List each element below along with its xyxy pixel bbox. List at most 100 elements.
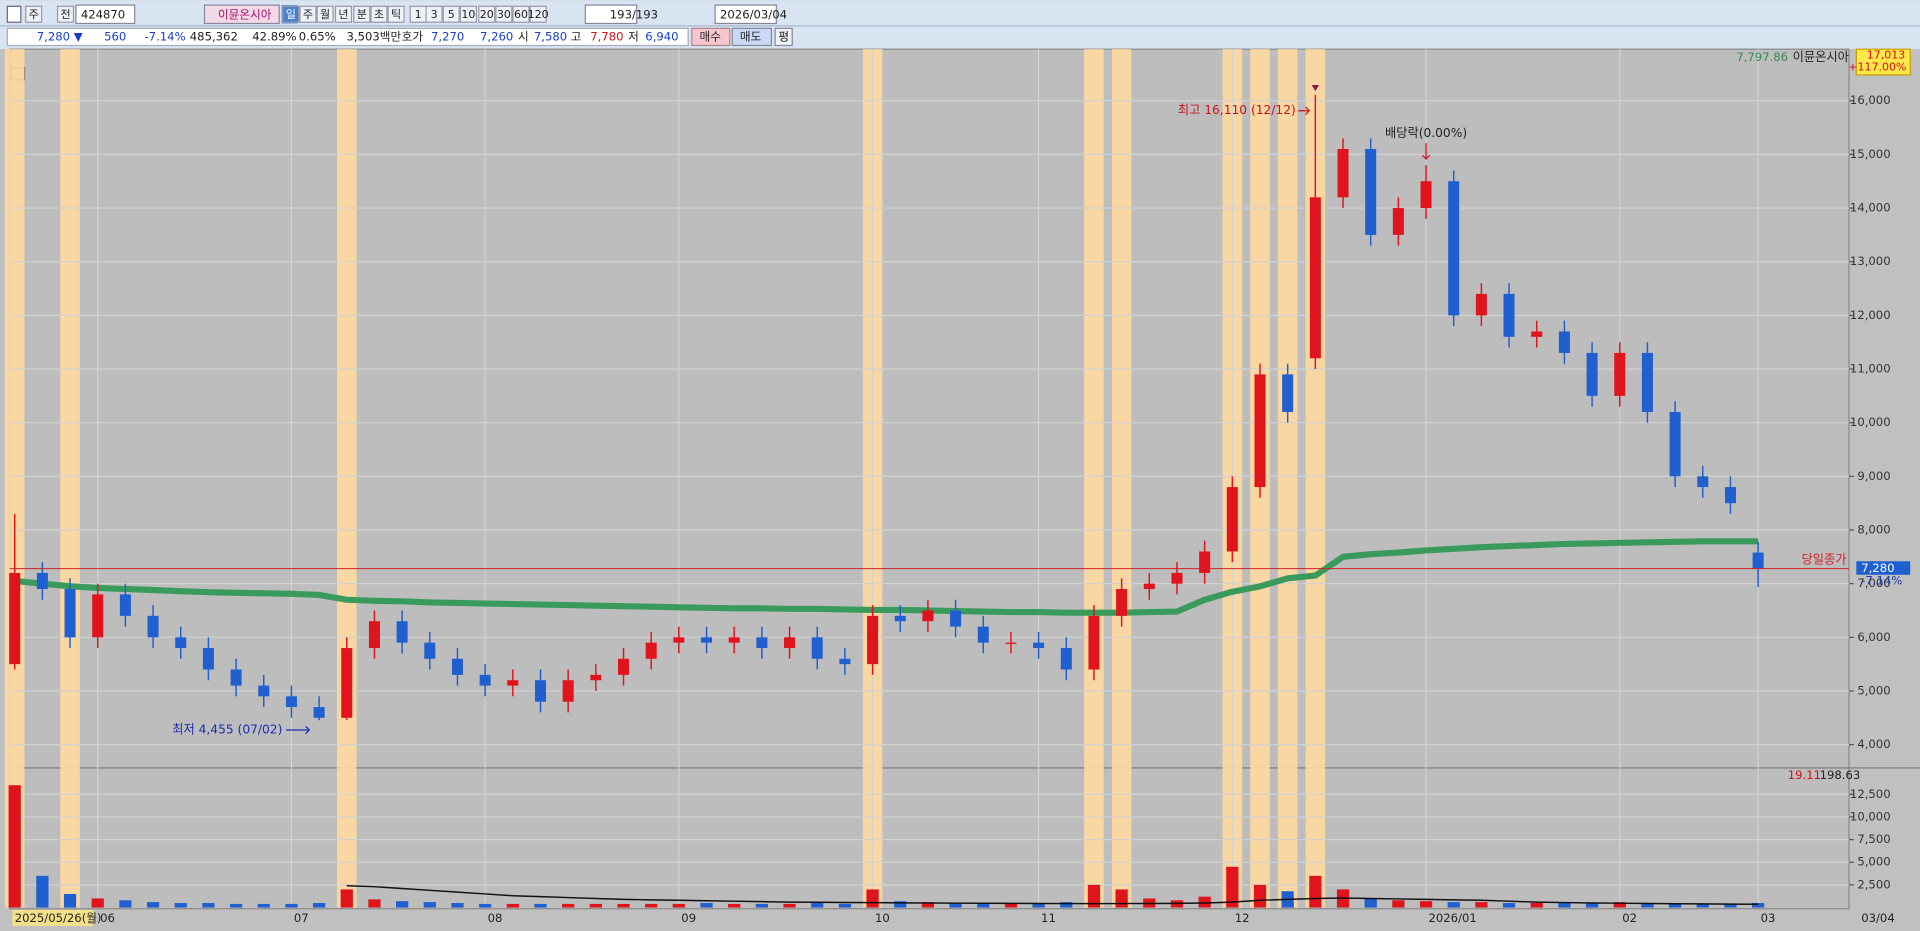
toolbar-item[interactable]: 초 bbox=[374, 8, 384, 21]
date-input[interactable] bbox=[714, 4, 777, 25]
quote-item: 6,940 bbox=[645, 29, 678, 43]
toolbar-button[interactable] bbox=[442, 5, 460, 23]
start-date-box bbox=[12, 909, 94, 926]
toolbar-item[interactable]: 일 bbox=[286, 7, 296, 21]
toolbar-button[interactable] bbox=[512, 5, 530, 23]
y-tick-label: 4,000 bbox=[1857, 737, 1890, 751]
max-box-change: +117.00% bbox=[1848, 61, 1906, 74]
x-tick-label: 2025/05/26(월) bbox=[15, 911, 102, 925]
volume-bar bbox=[451, 903, 464, 908]
toolbar-button[interactable] bbox=[316, 5, 334, 23]
x-tick-label: 2026/01 bbox=[1428, 911, 1476, 925]
toolbar-item[interactable]: 2026/03/04 bbox=[720, 7, 787, 21]
toolbar-item[interactable]: 년 bbox=[338, 8, 348, 21]
volume-bar bbox=[589, 903, 602, 908]
volume-bar bbox=[700, 903, 713, 908]
toolbar-item[interactable]: 주 bbox=[29, 8, 39, 21]
candle-body bbox=[1088, 615, 1100, 670]
candle-body bbox=[258, 685, 270, 697]
toolbar-item[interactable]: 120 bbox=[528, 8, 549, 21]
volume-bar bbox=[1060, 902, 1073, 908]
buy-button[interactable] bbox=[691, 27, 731, 47]
candle-body bbox=[1226, 487, 1238, 552]
toolbar-item[interactable]: 424870 bbox=[81, 7, 125, 21]
toolbar-button[interactable] bbox=[459, 5, 477, 23]
volume-bar bbox=[368, 899, 381, 908]
quote-item[interactable]: 매도 bbox=[740, 29, 762, 43]
candle-body bbox=[894, 615, 906, 622]
x-tick-label: 06 bbox=[100, 911, 115, 925]
toolbar-item[interactable]: 193/193 bbox=[610, 7, 658, 21]
x-tick-label: 09 bbox=[681, 911, 696, 925]
toolbar-item[interactable]: 10 bbox=[461, 8, 475, 21]
last-close-box bbox=[1856, 561, 1911, 575]
count-input[interactable] bbox=[584, 4, 638, 25]
toolbar-button[interactable] bbox=[353, 5, 371, 23]
toolbar-button[interactable] bbox=[282, 5, 300, 23]
toolbar-button[interactable] bbox=[425, 5, 443, 23]
volume-bar bbox=[1475, 902, 1488, 908]
candle-body bbox=[1586, 352, 1598, 396]
quote-item: 고 bbox=[571, 29, 582, 43]
toolbar-button[interactable] bbox=[529, 5, 547, 23]
toolbar-item[interactable]: 3 bbox=[431, 8, 438, 21]
toolbar-item[interactable]: 60 bbox=[514, 8, 528, 21]
y2-tick-label: 7,500 bbox=[1857, 832, 1890, 846]
volume-bar bbox=[8, 785, 21, 908]
quote-box bbox=[6, 27, 689, 47]
toolbar-item[interactable]: 전 bbox=[60, 8, 70, 21]
name-box[interactable] bbox=[203, 4, 280, 25]
y-tick-label: 11,000 bbox=[1850, 362, 1891, 376]
volume-bar bbox=[1115, 889, 1128, 908]
toolbar-button[interactable] bbox=[56, 5, 75, 23]
toolbar-item[interactable]: 주 bbox=[303, 8, 313, 21]
volume-bar bbox=[1198, 896, 1211, 908]
toolbar-icon[interactable] bbox=[6, 5, 22, 23]
toolbar-button[interactable] bbox=[370, 5, 388, 23]
last-close-change: -7.14% bbox=[1861, 573, 1902, 587]
candle-body bbox=[424, 642, 436, 659]
low-annotation: 최저 4,455 (07/02) bbox=[172, 723, 282, 737]
toolbar-item[interactable]: 이뮨온시아 bbox=[218, 7, 272, 21]
candle-body bbox=[977, 626, 989, 643]
volume-bar bbox=[838, 903, 852, 908]
toolbar-button[interactable] bbox=[25, 5, 43, 23]
toolbar-button[interactable] bbox=[478, 5, 496, 23]
toolbar-item[interactable]: 5 bbox=[448, 8, 455, 21]
quote-item[interactable]: 평 bbox=[778, 29, 789, 43]
toolbar-item[interactable]: 분 bbox=[357, 8, 367, 21]
ma-legend-value: 7,797.86 bbox=[1736, 50, 1788, 64]
volume-bar bbox=[1613, 902, 1626, 908]
y2-tick-label: 12,500 bbox=[1850, 787, 1891, 801]
sell-button[interactable] bbox=[731, 27, 773, 47]
candle-body bbox=[230, 669, 242, 686]
candle-body bbox=[119, 594, 131, 616]
toolbar-button[interactable] bbox=[387, 5, 405, 23]
volume-bar bbox=[174, 903, 187, 908]
quote-item: 7,260 bbox=[480, 29, 513, 43]
quote-item: 7,580 bbox=[534, 29, 567, 43]
highlight-band bbox=[1111, 49, 1132, 908]
toolbar-button[interactable] bbox=[334, 5, 353, 23]
candle-body bbox=[1005, 642, 1017, 644]
volume-bar bbox=[783, 903, 796, 908]
toolbar-item[interactable]: 월 bbox=[320, 8, 330, 21]
code-input[interactable] bbox=[75, 4, 136, 25]
quote-item: 0.65% bbox=[299, 29, 336, 43]
avg-button[interactable] bbox=[774, 27, 793, 47]
x-tick-label: 08 bbox=[488, 911, 503, 925]
toolbar-item[interactable]: 30 bbox=[497, 8, 511, 21]
candle-body bbox=[1448, 181, 1460, 316]
toolbar-button[interactable] bbox=[495, 5, 513, 23]
y-tick-label: 8,000 bbox=[1857, 522, 1890, 536]
toolbar-item[interactable]: 20 bbox=[480, 8, 494, 21]
quote-item: 시 bbox=[518, 29, 529, 43]
toolbar-button[interactable] bbox=[299, 5, 317, 23]
toolbar-item[interactable]: 1 bbox=[415, 8, 422, 21]
candle-body bbox=[1171, 572, 1183, 584]
quote-item[interactable]: 매수 bbox=[700, 29, 722, 43]
toolbar-item[interactable]: 틱 bbox=[391, 8, 401, 21]
volume-bar bbox=[1309, 875, 1322, 908]
volume-bar bbox=[617, 903, 630, 908]
volume-bar bbox=[811, 903, 824, 908]
